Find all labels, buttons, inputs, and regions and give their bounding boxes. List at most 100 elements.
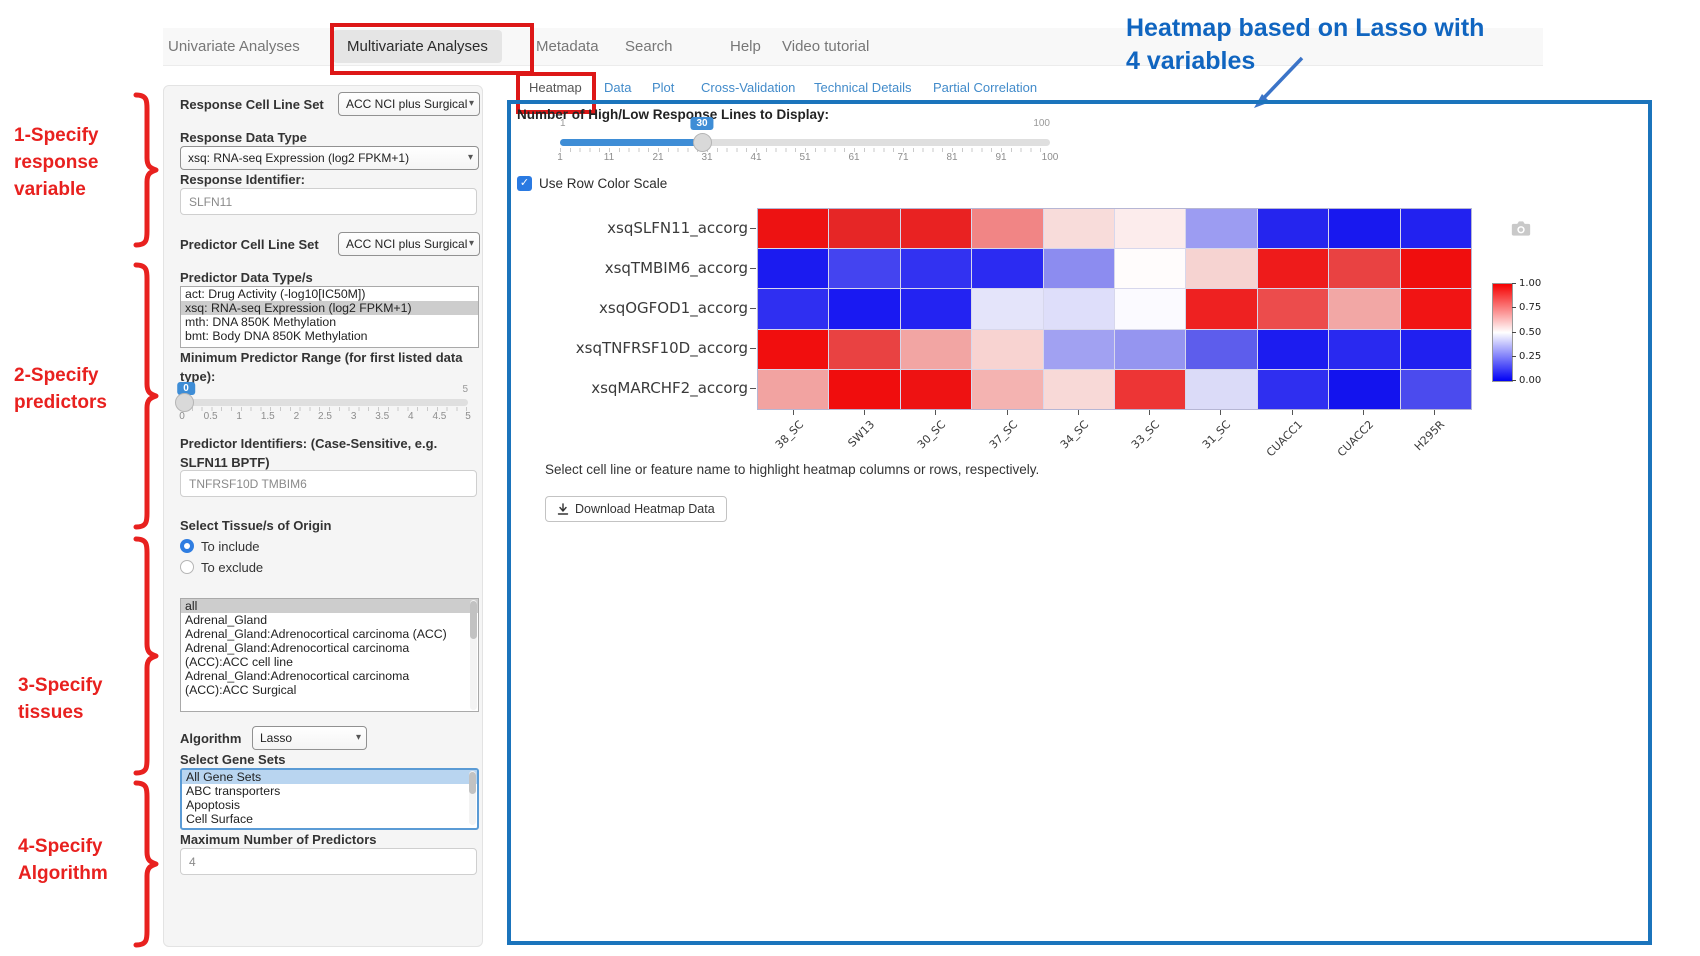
list-option[interactable]: Cell Surface bbox=[186, 812, 253, 826]
slider-track[interactable] bbox=[560, 139, 1050, 146]
heatmap-cell-xsqTMBIM6_accorg-37_SC[interactable] bbox=[972, 249, 1043, 289]
nav-item-search[interactable]: Search bbox=[625, 38, 673, 55]
heatmap-cell-xsqSLFN11_accorg-33_SC[interactable] bbox=[1115, 209, 1186, 249]
row-color-scale-checkbox[interactable]: ✓ bbox=[517, 176, 532, 191]
list-option[interactable]: ABC transporters bbox=[186, 784, 281, 798]
heatmap-cell-xsqSLFN11_accorg-H295R[interactable] bbox=[1400, 209, 1471, 249]
list-option[interactable]: Adrenal_Gland:Adrenocortical carcinoma (… bbox=[185, 641, 410, 669]
tissue-include-radio[interactable] bbox=[180, 539, 194, 553]
heatmap-cell-xsqMARCHF2_accorg-38_SC[interactable] bbox=[758, 369, 829, 409]
heatmap-cell-xsqTMBIM6_accorg-34_SC[interactable] bbox=[1043, 249, 1114, 289]
list-option[interactable]: xsq: RNA-seq Expression (log2 FPKM+1) bbox=[181, 301, 478, 315]
tab-technical-details[interactable]: Technical Details bbox=[814, 80, 912, 95]
heatmap-cell-xsqTNFRSF10D_accorg-34_SC[interactable] bbox=[1043, 329, 1114, 369]
heatmap-cell-xsqTNFRSF10D_accorg-CUACC2[interactable] bbox=[1329, 329, 1400, 369]
heatmap-cell-xsqSLFN11_accorg-38_SC[interactable] bbox=[758, 209, 829, 249]
camera-icon[interactable] bbox=[1511, 220, 1531, 237]
response-identifier-input[interactable] bbox=[180, 188, 477, 215]
scrollbar-thumb[interactable] bbox=[469, 772, 476, 794]
heatmap-cell-xsqTMBIM6_accorg-H295R[interactable] bbox=[1400, 249, 1471, 289]
slider-handle[interactable] bbox=[175, 393, 194, 412]
nav-item-univariate-analyses[interactable]: Univariate Analyses bbox=[168, 38, 300, 55]
list-option[interactable]: Adrenal_Gland bbox=[185, 613, 268, 627]
list-option[interactable]: Adrenal_Gland:Adrenocortical carcinoma (… bbox=[185, 627, 447, 641]
slider-handle[interactable] bbox=[693, 133, 712, 152]
heatmap-cell-xsqSLFN11_accorg-CUACC1[interactable] bbox=[1257, 209, 1329, 249]
scrollbar-thumb[interactable] bbox=[470, 601, 477, 639]
heatmap-cell-xsqOGFOD1_accorg-38_SC[interactable] bbox=[758, 289, 829, 329]
nav-item-video-tutorial[interactable]: Video tutorial bbox=[782, 38, 870, 55]
nav-item-multivariate-analyses[interactable]: Multivariate Analyses bbox=[333, 30, 502, 63]
tab-plot[interactable]: Plot bbox=[652, 80, 675, 95]
heatmap-cell-xsqTMBIM6_accorg-33_SC[interactable] bbox=[1115, 249, 1186, 289]
tissue-exclude-radio[interactable] bbox=[180, 560, 194, 574]
list-option[interactable]: bmt: Body DNA 850K Methylation bbox=[185, 329, 368, 343]
heatmap-cell-xsqOGFOD1_accorg-37_SC[interactable] bbox=[972, 289, 1043, 329]
heatmap-row-label[interactable]: xsqTMBIM6_accorg bbox=[604, 259, 748, 277]
predictor-cell-line-set-select[interactable]: ACC NCI plus Surgical ▾ bbox=[338, 232, 480, 256]
heatmap-cell-xsqTNFRSF10D_accorg-31_SC[interactable] bbox=[1186, 329, 1257, 369]
heatmap-cell-xsqOGFOD1_accorg-30_SC[interactable] bbox=[900, 289, 972, 329]
heatmap-cell-xsqOGFOD1_accorg-CUACC2[interactable] bbox=[1329, 289, 1400, 329]
heatmap-row-label[interactable]: xsqTNFRSF10D_accorg bbox=[575, 339, 748, 357]
heatmap-cell-xsqOGFOD1_accorg-SW13[interactable] bbox=[829, 289, 900, 329]
heatmap-cell-xsqTMBIM6_accorg-CUACC2[interactable] bbox=[1329, 249, 1400, 289]
heatmap-cell-xsqTNFRSF10D_accorg-H295R[interactable] bbox=[1400, 329, 1471, 369]
heatmap-cell-xsqTNFRSF10D_accorg-33_SC[interactable] bbox=[1115, 329, 1186, 369]
heatmap-cell-xsqMARCHF2_accorg-CUACC1[interactable] bbox=[1257, 369, 1329, 409]
heatmap-cell-xsqOGFOD1_accorg-H295R[interactable] bbox=[1400, 289, 1471, 329]
heatmap-cell-xsqSLFN11_accorg-SW13[interactable] bbox=[829, 209, 900, 249]
response-cell-line-set-select[interactable]: ACC NCI plus Surgical ▾ bbox=[338, 92, 480, 116]
heatmap-row-label[interactable]: xsqOGFOD1_accorg bbox=[599, 299, 748, 317]
heatmap-cell-xsqMARCHF2_accorg-37_SC[interactable] bbox=[972, 369, 1043, 409]
heatmap-cell-xsqTNFRSF10D_accorg-38_SC[interactable] bbox=[758, 329, 829, 369]
heatmap-cell-xsqSLFN11_accorg-31_SC[interactable] bbox=[1186, 209, 1257, 249]
list-option[interactable]: All Gene Sets bbox=[182, 770, 477, 784]
heatmap-cell-xsqSLFN11_accorg-30_SC[interactable] bbox=[900, 209, 972, 249]
scrollbar[interactable] bbox=[470, 600, 477, 710]
heatmap-cell-xsqMARCHF2_accorg-30_SC[interactable] bbox=[900, 369, 972, 409]
list-option[interactable]: Adrenal_Gland:Adrenocortical carcinoma (… bbox=[185, 669, 410, 697]
heatmap-cell-xsqOGFOD1_accorg-31_SC[interactable] bbox=[1186, 289, 1257, 329]
tab-data[interactable]: Data bbox=[604, 80, 632, 95]
list-option[interactable]: all bbox=[181, 599, 478, 613]
tab-cross-validation[interactable]: Cross-Validation bbox=[701, 80, 796, 95]
heatmap-cell-xsqTNFRSF10D_accorg-CUACC1[interactable] bbox=[1257, 329, 1329, 369]
list-option[interactable]: act: Drug Activity (-log10[IC50M]) bbox=[185, 287, 366, 301]
heatmap-cell-xsqMARCHF2_accorg-31_SC[interactable] bbox=[1186, 369, 1257, 409]
max-predictors-input[interactable] bbox=[180, 848, 477, 875]
predictor-identifiers-input[interactable] bbox=[180, 470, 477, 497]
heatmap-cell-xsqTMBIM6_accorg-31_SC[interactable] bbox=[1186, 249, 1257, 289]
download-heatmap-data-button[interactable]: Download Heatmap Data bbox=[545, 496, 727, 522]
heatmap-cell-xsqTNFRSF10D_accorg-37_SC[interactable] bbox=[972, 329, 1043, 369]
heatmap-cell-xsqSLFN11_accorg-34_SC[interactable] bbox=[1043, 209, 1114, 249]
heatmap-cell-xsqOGFOD1_accorg-CUACC1[interactable] bbox=[1257, 289, 1329, 329]
heatmap-cell-xsqSLFN11_accorg-37_SC[interactable] bbox=[972, 209, 1043, 249]
scrollbar[interactable] bbox=[469, 771, 476, 825]
algorithm-select[interactable]: Lasso ▾ bbox=[252, 726, 367, 750]
heatmap-cell-xsqMARCHF2_accorg-SW13[interactable] bbox=[829, 369, 900, 409]
list-option[interactable]: Apoptosis bbox=[186, 798, 241, 812]
heatmap-cell-xsqMARCHF2_accorg-CUACC2[interactable] bbox=[1329, 369, 1400, 409]
tab-heatmap[interactable]: Heatmap bbox=[529, 80, 582, 95]
tab-partial-correlation[interactable]: Partial Correlation bbox=[933, 80, 1038, 95]
slider-track[interactable] bbox=[182, 399, 468, 406]
heatmap-cell-xsqSLFN11_accorg-CUACC2[interactable] bbox=[1329, 209, 1400, 249]
heatmap-cell-xsqMARCHF2_accorg-H295R[interactable] bbox=[1400, 369, 1471, 409]
heatmap-cell-xsqTNFRSF10D_accorg-SW13[interactable] bbox=[829, 329, 900, 369]
heatmap-cell-xsqTNFRSF10D_accorg-30_SC[interactable] bbox=[900, 329, 972, 369]
heatmap-cell-xsqTMBIM6_accorg-30_SC[interactable] bbox=[900, 249, 972, 289]
heatmap-cell-xsqTMBIM6_accorg-38_SC[interactable] bbox=[758, 249, 829, 289]
heatmap-cell-xsqTMBIM6_accorg-SW13[interactable] bbox=[829, 249, 900, 289]
list-option[interactable]: mth: DNA 850K Methylation bbox=[185, 315, 337, 329]
response-data-type-select[interactable]: xsq: RNA-seq Expression (log2 FPKM+1) ▾ bbox=[180, 146, 479, 170]
heatmap-cell-xsqMARCHF2_accorg-34_SC[interactable] bbox=[1043, 369, 1114, 409]
heatmap-cell-xsqTMBIM6_accorg-CUACC1[interactable] bbox=[1257, 249, 1329, 289]
heatmap-cell-xsqOGFOD1_accorg-34_SC[interactable] bbox=[1043, 289, 1114, 329]
heatmap-cell-xsqMARCHF2_accorg-33_SC[interactable] bbox=[1115, 369, 1186, 409]
heatmap-row-label[interactable]: xsqSLFN11_accorg bbox=[607, 219, 748, 237]
nav-item-metadata[interactable]: Metadata bbox=[536, 38, 599, 55]
nav-item-help[interactable]: Help bbox=[730, 38, 761, 55]
heatmap-row-label[interactable]: xsqMARCHF2_accorg bbox=[591, 379, 748, 397]
heatmap-cell-xsqOGFOD1_accorg-33_SC[interactable] bbox=[1115, 289, 1186, 329]
